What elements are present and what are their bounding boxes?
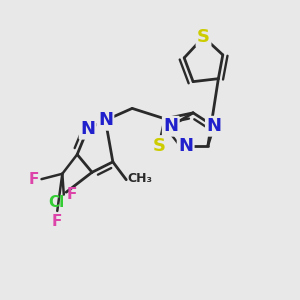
Text: Cl: Cl [48,195,65,210]
Text: N: N [206,117,221,135]
Text: N: N [98,111,113,129]
Text: F: F [28,172,38,187]
Text: CH₃: CH₃ [128,172,153,185]
Text: S: S [152,136,165,154]
Text: N: N [178,136,193,154]
Text: N: N [163,117,178,135]
Text: N: N [80,120,95,138]
Text: F: F [52,214,62,229]
Text: S: S [197,28,210,46]
Text: F: F [67,187,77,202]
